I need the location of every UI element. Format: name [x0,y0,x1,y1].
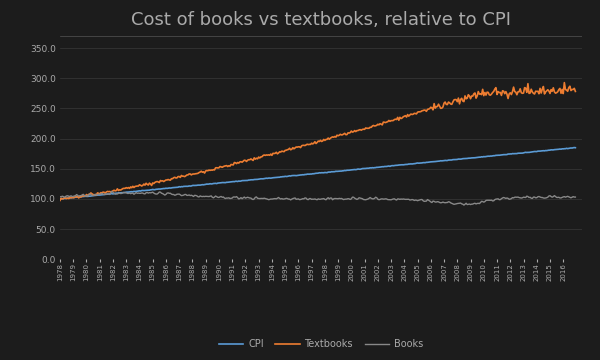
Textbooks [172,176,179,180]
Legend: CPI, Textbooks, Books: CPI, Textbooks, Books [215,336,427,353]
Books [273,197,280,201]
Textbooks [56,198,64,203]
CPI [389,163,397,168]
Books [110,191,118,195]
Books [460,203,467,207]
CPI [173,185,181,189]
Books [173,192,181,197]
Textbooks [109,189,116,193]
Books [163,191,170,195]
CPI [58,197,65,201]
Textbooks [163,178,170,182]
Books [572,195,579,199]
Textbooks [389,118,396,123]
Books [89,193,97,198]
Textbooks [89,192,97,197]
Textbooks [272,151,279,156]
Books [389,197,397,201]
CPI [56,197,64,201]
CPI [273,175,280,180]
Textbooks [561,80,568,85]
CPI [572,145,579,150]
CPI [163,186,170,190]
Line: CPI: CPI [60,148,575,199]
Line: Books: Books [60,192,575,205]
Books [108,189,115,194]
Books [56,194,64,199]
Title: Cost of books vs textbooks, relative to CPI: Cost of books vs textbooks, relative to … [131,11,511,29]
CPI [91,193,98,198]
CPI [571,145,578,150]
Textbooks [572,89,579,94]
Line: Textbooks: Textbooks [60,82,575,201]
CPI [110,191,118,195]
